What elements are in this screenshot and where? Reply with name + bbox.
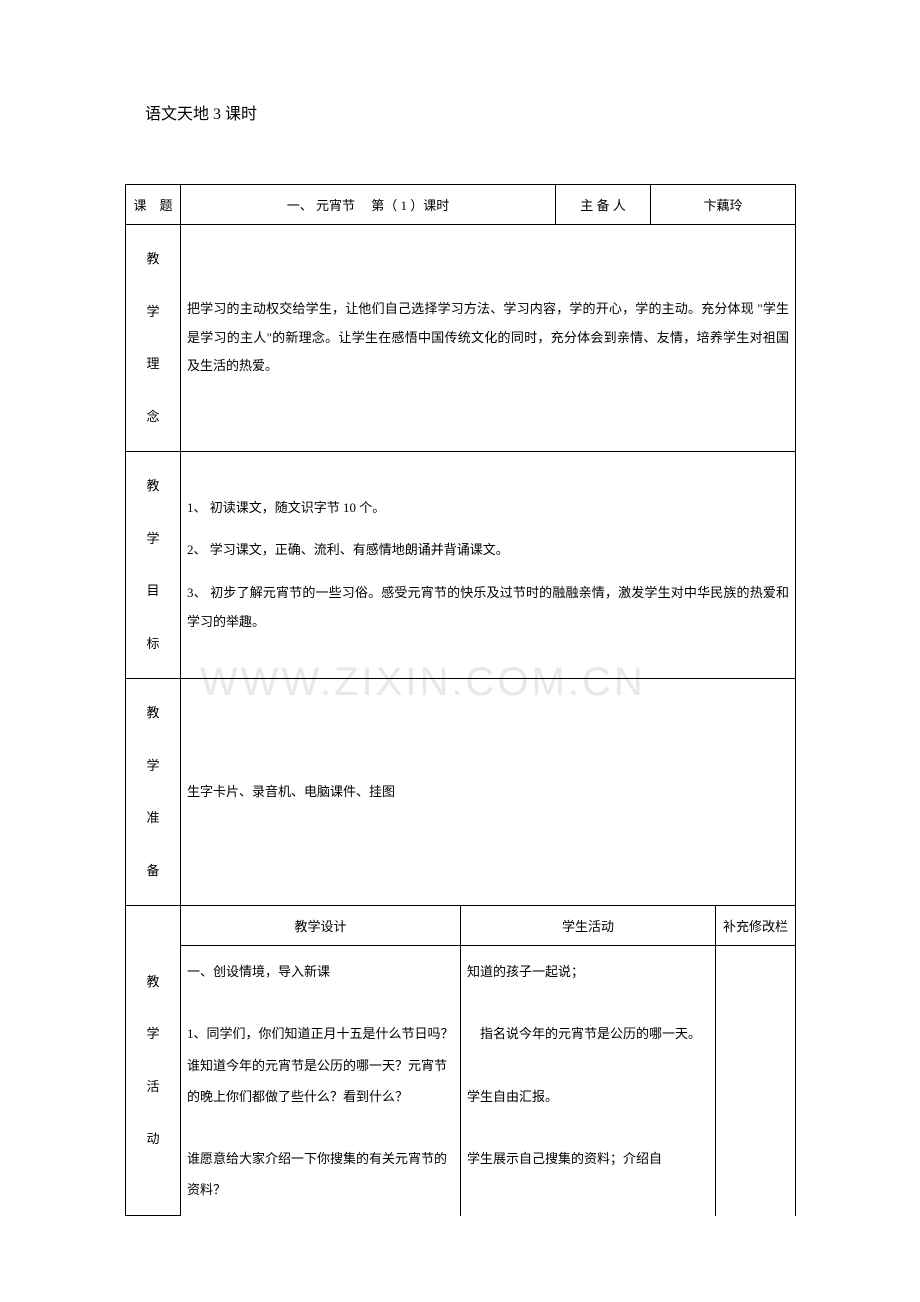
prep-label: 教 学 准 备 bbox=[126, 679, 181, 906]
activity-label: 教 学 活 动 bbox=[126, 906, 181, 1216]
sub-header-row: 教 学 活 动 教学设计 学生活动 补充修改栏 bbox=[126, 906, 796, 946]
notes-header: 补充修改栏 bbox=[716, 906, 796, 946]
goal-item-1: 1、 初读课文，随文识字节 10 个。 bbox=[187, 494, 789, 523]
lesson-table: 课 题 一、 元宵节 第（ 1 ）课时 主 备 人 卞藕玲 教 学 理 念 把学… bbox=[125, 184, 796, 1216]
goal-item-3: 3、 初步了解元宵节的一些习俗。感受元宵节的快乐及过节时的融融亲情，激发学生对中… bbox=[187, 579, 789, 636]
concept-row: 教 学 理 念 把学习的主动权交给学生，让他们自己选择学习方法、学习内容，学的开… bbox=[126, 225, 796, 452]
goals-label: 教 学 目 标 bbox=[126, 452, 181, 679]
prep-text: 生字卡片、录音机、电脑课件、挂图 bbox=[181, 679, 796, 906]
activity-notes-cell bbox=[716, 946, 796, 1216]
title-value: 一、 元宵节 第（ 1 ）课时 bbox=[181, 185, 556, 225]
activity-design-text: 一、创设情境，导入新课1、同学们，你们知道正月十五是什么节日吗？谁知道今年的元宵… bbox=[181, 946, 461, 1216]
header-row: 课 题 一、 元宵节 第（ 1 ）课时 主 备 人 卞藕玲 bbox=[126, 185, 796, 225]
activity-content-row: 一、创设情境，导入新课1、同学们，你们知道正月十五是什么节日吗？谁知道今年的元宵… bbox=[126, 946, 796, 1216]
goals-text: 1、 初读课文，随文识字节 10 个。 2、 学习课文，正确、流利、有感情地朗诵… bbox=[181, 452, 796, 679]
activity-student-text: 知道的孩子一起说； 指名说今年的元宵节是公历的哪一天。学生自由汇报。学生展示自己… bbox=[461, 946, 716, 1216]
title-label: 课 题 bbox=[126, 185, 181, 225]
concept-label: 教 学 理 念 bbox=[126, 225, 181, 452]
activity-header: 学生活动 bbox=[461, 906, 716, 946]
design-header: 教学设计 bbox=[181, 906, 461, 946]
author-label: 主 备 人 bbox=[556, 185, 651, 225]
goals-row: 教 学 目 标 1、 初读课文，随文识字节 10 个。 2、 学习课文，正确、流… bbox=[126, 452, 796, 679]
top-note: 语文天地 3 课时 bbox=[125, 100, 795, 124]
goal-item-2: 2、 学习课文，正确、流利、有感情地朗诵并背诵课文。 bbox=[187, 536, 789, 565]
prep-row: 教 学 准 备 生字卡片、录音机、电脑课件、挂图 bbox=[126, 679, 796, 906]
concept-text: 把学习的主动权交给学生，让他们自己选择学习方法、学习内容，学的开心，学的主动。充… bbox=[181, 225, 796, 452]
author-value: 卞藕玲 bbox=[651, 185, 796, 225]
